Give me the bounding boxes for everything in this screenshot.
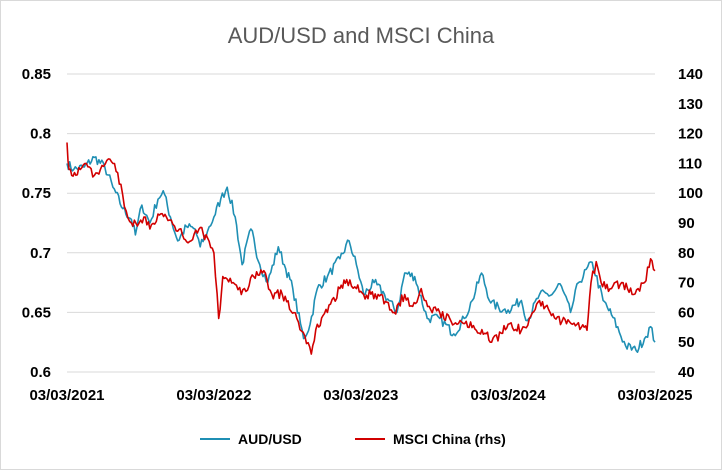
right-tick-label: 70 [678, 275, 695, 292]
right-tick-label: 40 [678, 364, 695, 381]
left-tick-label: 0.6 [30, 364, 51, 381]
legend-label-aud-usd: AUD/USD [238, 431, 302, 447]
left-axis-ticks: 0.6 0.65 0.7 0.75 0.8 0.85 [22, 66, 51, 381]
left-tick-label: 0.85 [22, 66, 51, 83]
right-tick-label: 80 [678, 245, 695, 262]
x-tick-label: 03/03/2021 [29, 387, 104, 404]
right-tick-label: 50 [678, 334, 695, 351]
right-tick-label: 130 [678, 96, 703, 113]
left-tick-label: 0.75 [22, 185, 51, 202]
chart-title: AUD/USD and MSCI China [228, 23, 495, 48]
legend-label-msci-china: MSCI China (rhs) [393, 431, 506, 447]
x-tick-label: 03/03/2023 [323, 387, 398, 404]
right-tick-label: 140 [678, 66, 703, 83]
x-axis-ticks: 03/03/2021 03/03/2022 03/03/2023 03/03/2024… [29, 387, 692, 404]
x-tick-label: 03/03/2022 [176, 387, 251, 404]
x-tick-label: 03/03/2024 [471, 387, 547, 404]
series-line-aud-usd [66, 156, 656, 353]
x-tick-label: 03/03/2025 [617, 387, 692, 404]
left-tick-label: 0.7 [30, 245, 51, 262]
gridlines [67, 73, 655, 373]
right-tick-label: 120 [678, 126, 703, 143]
series-line-msci-china [66, 142, 656, 355]
right-axis-ticks: 40 50 60 70 80 90 100 110 120 130 140 [678, 66, 703, 381]
left-tick-label: 0.65 [22, 304, 51, 321]
legend: AUD/USD MSCI China (rhs) [200, 431, 506, 447]
right-tick-label: 90 [678, 215, 695, 232]
series-lines [66, 142, 656, 355]
right-tick-label: 110 [678, 155, 702, 172]
right-tick-label: 100 [678, 185, 703, 202]
right-tick-label: 60 [678, 304, 695, 321]
left-tick-label: 0.8 [30, 126, 51, 143]
